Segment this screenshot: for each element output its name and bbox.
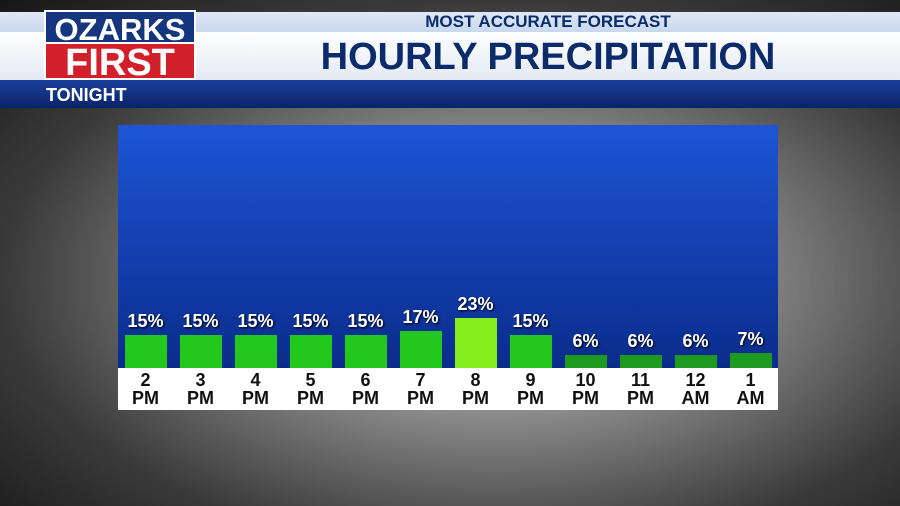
bar (619, 354, 662, 368)
data-label: 15% (347, 311, 384, 332)
title: HOURLY PRECIPITATION (320, 36, 776, 78)
subtitle: MOST ACCURATE FORECAST (425, 12, 671, 31)
data-label: 17% (402, 307, 439, 328)
bar (729, 352, 772, 368)
bar (454, 318, 497, 368)
bar (124, 335, 167, 368)
header-band (0, 12, 900, 32)
data-label: 6% (572, 330, 599, 351)
x-tick-label: 4 PM (242, 370, 269, 408)
data-label: 15% (127, 311, 164, 332)
x-tick-label: 2 PM (132, 370, 159, 408)
data-label: 7% (737, 328, 764, 349)
logo-bottom: FIRST (44, 44, 196, 82)
x-tick-label: 6 PM (352, 370, 379, 408)
data-label: 15% (512, 311, 549, 332)
data-label: 23% (457, 294, 494, 315)
data-label: 15% (237, 311, 274, 332)
x-tick-label: 8 PM (462, 370, 489, 408)
x-tick-label: 12 AM (681, 370, 710, 408)
x-tick-label: 7 PM (407, 370, 434, 408)
x-tick-label: 11 PM (627, 370, 654, 408)
label-strip (118, 368, 778, 410)
section-band (0, 80, 900, 108)
bar (399, 331, 442, 368)
x-tick-label: 1 AM (736, 370, 765, 408)
bar (564, 354, 607, 368)
data-label: 15% (182, 311, 219, 332)
data-label: 15% (292, 311, 329, 332)
x-tick-label: 9 PM (517, 370, 544, 408)
bar (674, 354, 717, 368)
x-tick-label: 10 PM (572, 370, 599, 408)
section-label: TONIGHT (46, 85, 127, 105)
logo-top: OZARKS (44, 10, 196, 47)
bar (289, 335, 332, 368)
data-label: 6% (627, 330, 654, 351)
plot-area (118, 125, 778, 368)
bar (179, 335, 222, 368)
bar (344, 335, 387, 368)
x-tick-label: 5 PM (297, 370, 324, 408)
bar (234, 335, 277, 368)
data-label: 6% (682, 330, 709, 351)
bar (509, 335, 552, 368)
x-tick-label: 3 PM (187, 370, 214, 408)
